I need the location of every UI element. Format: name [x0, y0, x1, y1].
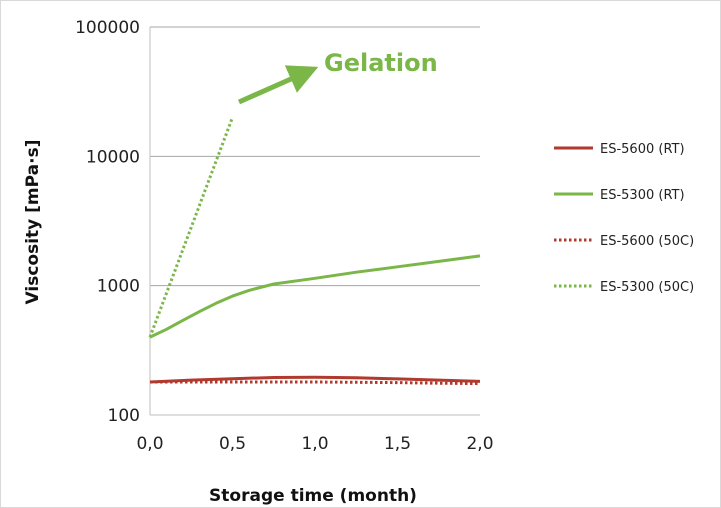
y-tick-label: 10000 — [86, 147, 140, 167]
legend-label-es-5600-50c: ES-5600 (50C) — [600, 234, 694, 249]
series-line-es-5300-rt — [149, 254, 481, 339]
x-tick-label: 1,0 — [301, 434, 328, 454]
legend-label-es-5300-rt: ES-5300 (RT) — [600, 188, 685, 203]
tick-layer: 100 1000 10000 100000 0,0 0,5 1,0 1,5 2,0 — [75, 18, 493, 454]
series-line-es-5600-rt — [149, 375, 481, 384]
grid-layer — [150, 26, 480, 287]
x-tick-label: 2,0 — [466, 434, 493, 454]
legend-layer: ES-5600 (RT) ES-5300 (RT) ES-5600 (50C) ES-… — [554, 142, 694, 295]
gelation-arrow — [237, 65, 319, 105]
x-tick-label: 0,5 — [219, 434, 246, 454]
y-tick-label: 100000 — [75, 18, 140, 38]
annotation-layer: Gelation — [237, 49, 438, 105]
gelation-annotation: Gelation — [324, 49, 438, 77]
legend-label-es-5300-50c: ES-5300 (50C) — [600, 280, 694, 295]
x-axis-title: Storage time (month) — [209, 486, 417, 506]
series-layer — [148, 116, 481, 386]
y-tick-label: 100 — [108, 406, 140, 426]
series-line-es-5600-50c — [150, 380, 481, 386]
y-tick-label: 1000 — [97, 277, 140, 297]
axis-layer — [149, 27, 480, 416]
x-tick-label: 1,5 — [384, 434, 411, 454]
series-line-es-5300-50c — [148, 116, 234, 338]
y-axis-title: Viscosity [mPa·s] — [23, 140, 43, 305]
x-tick-label: 0,0 — [136, 434, 163, 454]
legend-label-es-5600-rt: ES-5600 (RT) — [600, 142, 685, 157]
